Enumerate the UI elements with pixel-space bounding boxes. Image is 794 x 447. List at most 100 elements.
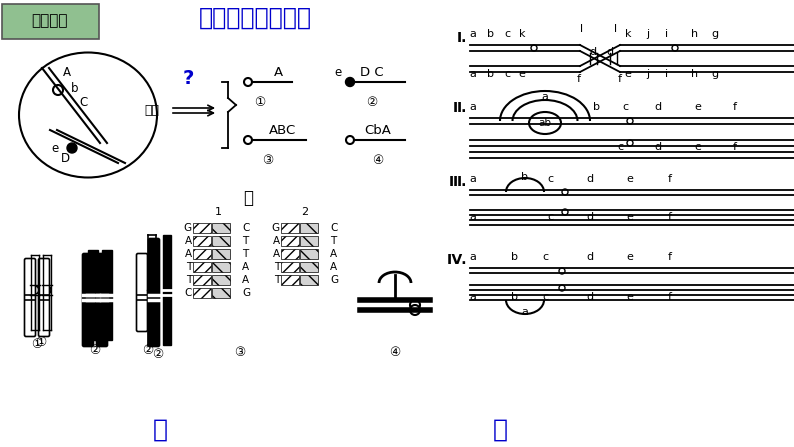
Text: c: c (504, 29, 510, 39)
Text: ③: ③ (262, 153, 274, 166)
Text: 变异: 变异 (145, 104, 160, 117)
Bar (193, 288, 211, 298)
Text: 1: 1 (214, 207, 222, 217)
Text: f: f (577, 74, 581, 84)
FancyBboxPatch shape (83, 253, 94, 346)
Bar (193, 262, 211, 272)
Bar (102, 250, 112, 340)
Bar (212, 262, 230, 272)
Text: ③: ③ (234, 346, 245, 358)
Bar (193, 223, 211, 233)
Text: A: A (273, 249, 280, 259)
FancyBboxPatch shape (38, 258, 49, 337)
Text: 乙: 乙 (152, 418, 168, 442)
Text: j: j (646, 29, 649, 39)
Text: Ⅲ.: Ⅲ. (449, 175, 467, 189)
Text: e: e (52, 142, 59, 155)
Text: T: T (274, 262, 280, 272)
Text: c: c (547, 212, 553, 222)
Bar (300, 236, 318, 246)
Text: b: b (593, 102, 600, 112)
Text: b: b (487, 69, 494, 79)
Text: e: e (626, 212, 634, 222)
Text: e: e (626, 174, 634, 184)
Text: ①: ① (32, 338, 43, 351)
Bar (193, 275, 211, 285)
Circle shape (164, 289, 170, 295)
Text: d: d (587, 252, 594, 262)
Text: ④: ④ (372, 153, 384, 166)
Circle shape (67, 143, 77, 153)
Text: T: T (186, 262, 192, 272)
Text: b: b (511, 292, 518, 302)
Text: k: k (518, 29, 526, 39)
Text: 写出下列变异类型: 写出下列变异类型 (198, 6, 311, 30)
FancyBboxPatch shape (25, 258, 36, 337)
Bar (300, 262, 318, 272)
Text: ①: ① (254, 96, 266, 109)
Text: T: T (242, 249, 249, 259)
Circle shape (85, 294, 91, 300)
Text: Ⅰ.: Ⅰ. (457, 31, 467, 45)
Text: f: f (733, 102, 737, 112)
Bar (300, 275, 318, 285)
Text: j: j (646, 69, 649, 79)
Text: c: c (504, 69, 510, 79)
Text: Ⅳ.: Ⅳ. (446, 253, 467, 267)
Circle shape (151, 294, 157, 300)
Circle shape (99, 294, 105, 300)
Text: A: A (330, 262, 337, 272)
Text: G: G (242, 288, 250, 298)
Text: c: c (617, 142, 623, 152)
Text: f: f (618, 74, 622, 84)
Text: e: e (518, 69, 526, 79)
Circle shape (103, 294, 110, 300)
Text: a: a (469, 29, 476, 39)
Text: c: c (622, 102, 628, 112)
Text: A: A (185, 236, 192, 246)
Text: a: a (469, 252, 476, 262)
Text: ②: ② (366, 96, 378, 109)
Text: d: d (607, 47, 614, 57)
FancyBboxPatch shape (2, 4, 99, 39)
Text: 2: 2 (302, 207, 309, 217)
Text: T: T (186, 275, 192, 285)
Text: C: C (185, 288, 192, 298)
Bar (281, 275, 299, 285)
Text: g: g (711, 69, 719, 79)
Text: f: f (733, 142, 737, 152)
Text: i: i (665, 69, 669, 79)
Text: D C: D C (360, 66, 384, 79)
Text: CbA: CbA (364, 123, 391, 136)
Text: e: e (334, 66, 341, 79)
Text: c: c (547, 174, 553, 184)
Text: A: A (63, 66, 71, 79)
Bar (281, 262, 299, 272)
Text: e: e (695, 142, 701, 152)
Text: a: a (542, 92, 549, 102)
Text: d: d (654, 102, 661, 112)
Bar (300, 223, 318, 233)
Text: ②: ② (142, 343, 153, 357)
Text: T: T (330, 236, 336, 246)
Text: ab: ab (538, 118, 552, 128)
Text: d: d (587, 174, 594, 184)
Text: e: e (625, 69, 631, 79)
Text: 基础检测: 基础检测 (32, 13, 68, 29)
Text: d: d (654, 142, 661, 152)
Text: Ⅱ.: Ⅱ. (453, 101, 467, 115)
Bar (212, 275, 230, 285)
Text: D: D (60, 152, 70, 164)
Text: a: a (469, 292, 476, 302)
Text: b: b (511, 252, 518, 262)
Text: a: a (469, 102, 476, 112)
Bar (281, 223, 299, 233)
Text: ①: ① (36, 336, 47, 349)
Bar (212, 249, 230, 259)
Text: d: d (587, 212, 594, 222)
Text: C: C (330, 223, 337, 233)
Text: A: A (330, 249, 337, 259)
Text: k: k (625, 29, 631, 39)
Text: 丙: 丙 (492, 418, 507, 442)
Text: c: c (542, 252, 548, 262)
